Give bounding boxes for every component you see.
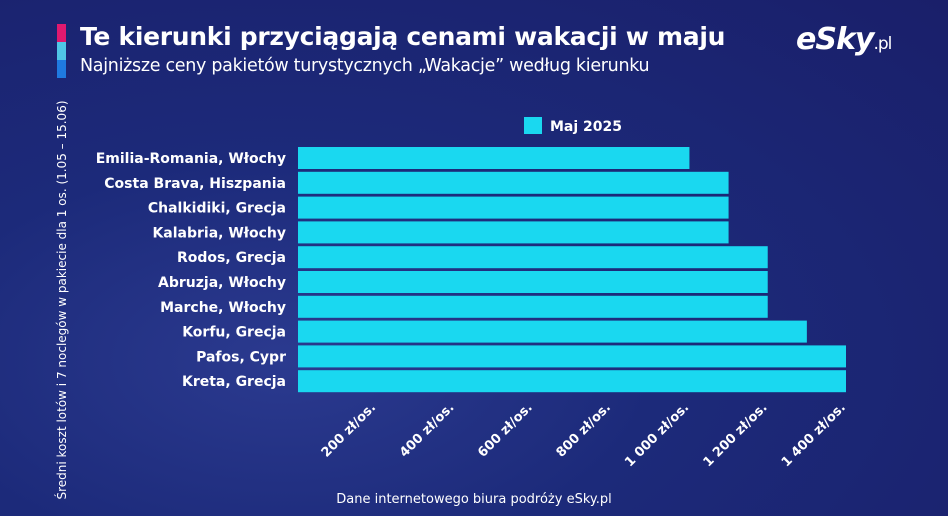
x-tick-label: 200 zł/os. [319, 400, 379, 460]
category-label: Emilia-Romania, Włochy [96, 151, 286, 167]
category-label: Costa Brava, Hiszpania [104, 176, 286, 192]
legend-label: Maj 2025 [550, 119, 622, 135]
bar [298, 345, 846, 368]
bar [298, 320, 807, 343]
category-label: Pafos, Cypr [196, 349, 286, 365]
category-label: Chalkidiki, Grecja [148, 201, 286, 217]
x-tick-label: 600 zł/os. [475, 400, 535, 460]
category-label: Abruzja, Włochy [158, 275, 286, 291]
chart-subtitle: Najniższe ceny pakietów turystycznych „W… [80, 56, 650, 76]
bar [298, 196, 729, 219]
category-label: Kreta, Grecja [182, 374, 286, 390]
category-label: Rodos, Grecja [177, 250, 286, 266]
category-label: Kalabria, Włochy [152, 225, 286, 241]
accent-bar-cyan [57, 42, 66, 60]
chart-title: Te kierunki przyciągają cenami wakacji w… [80, 22, 726, 51]
logo-suffix: .pl [873, 34, 892, 54]
x-tick-label: 1 000 zł/os. [622, 400, 692, 470]
bar [298, 221, 729, 244]
x-tick-label: 800 zł/os. [554, 400, 614, 460]
bar [298, 246, 768, 269]
accent-bar-pink [57, 24, 66, 42]
logo-text: eSky [796, 22, 874, 57]
bar [298, 147, 690, 169]
bar [298, 171, 729, 194]
source-note: Dane internetowego biura podróży eSky.pl [336, 492, 612, 507]
x-tick-label: 400 zł/os. [397, 400, 457, 460]
legend-swatch [524, 117, 542, 134]
category-label: Marche, Włochy [160, 300, 286, 316]
x-tick-label: 1 200 zł/os. [701, 400, 771, 470]
bar [298, 370, 846, 393]
bar [298, 295, 768, 318]
x-tick-label: 1 400 zł/os. [779, 400, 849, 470]
esky-logo: eSky.pl [796, 22, 892, 57]
accent-bar-blue [57, 60, 66, 78]
bar [298, 271, 768, 293]
category-label: Korfu, Grecja [182, 325, 286, 341]
